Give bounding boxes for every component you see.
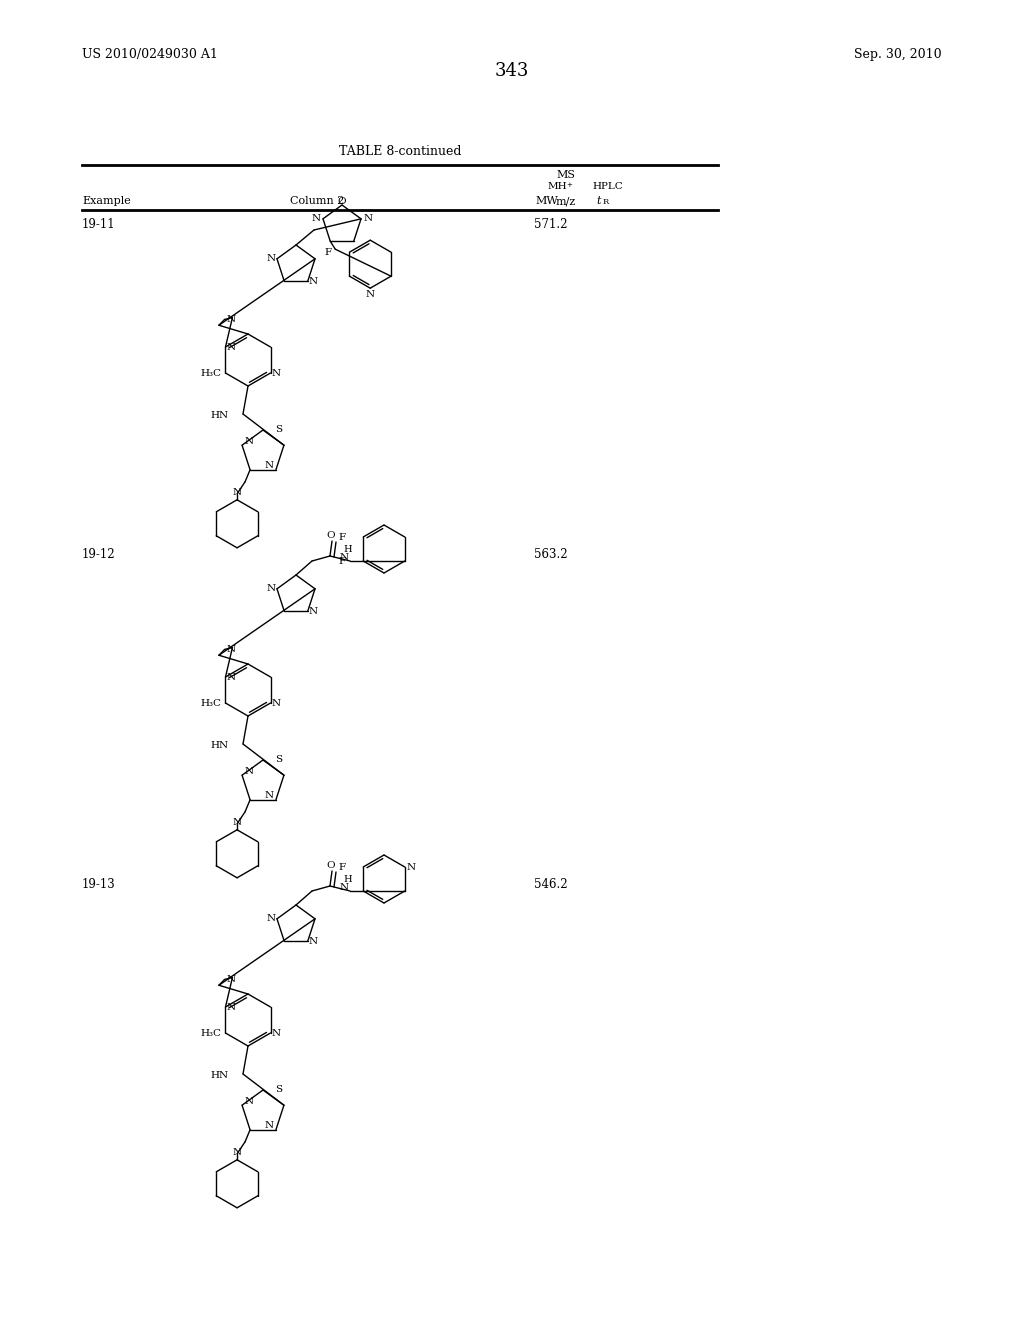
Text: S: S xyxy=(275,1085,283,1094)
Text: HPLC: HPLC xyxy=(592,182,623,191)
Text: N: N xyxy=(312,214,321,223)
Text: N: N xyxy=(226,315,236,323)
Text: N: N xyxy=(226,1002,236,1011)
Text: O: O xyxy=(327,861,335,870)
Text: HN: HN xyxy=(211,412,229,421)
Text: N: N xyxy=(244,1097,253,1106)
Text: N: N xyxy=(267,585,276,593)
Text: F: F xyxy=(338,862,345,871)
Text: 571.2: 571.2 xyxy=(534,218,567,231)
Text: N: N xyxy=(226,342,236,351)
Text: N: N xyxy=(226,645,236,653)
Text: TABLE 8-continued: TABLE 8-continued xyxy=(339,145,461,158)
Text: N: N xyxy=(407,862,416,871)
Text: N: N xyxy=(339,883,348,891)
Text: MS: MS xyxy=(556,170,575,180)
Text: N: N xyxy=(244,767,253,776)
Text: N: N xyxy=(309,607,317,615)
Text: O: O xyxy=(327,531,335,540)
Text: R: R xyxy=(603,198,609,206)
Text: HN: HN xyxy=(211,742,229,751)
Text: Example: Example xyxy=(82,195,131,206)
Text: H₃C: H₃C xyxy=(201,698,221,708)
Text: H: H xyxy=(344,544,352,553)
Text: N: N xyxy=(232,488,242,496)
Text: Sep. 30, 2010: Sep. 30, 2010 xyxy=(854,48,942,61)
Text: 19-11: 19-11 xyxy=(82,218,116,231)
Text: N: N xyxy=(364,214,372,223)
Text: Column 2: Column 2 xyxy=(290,195,344,206)
Text: MH: MH xyxy=(548,182,567,191)
Text: t: t xyxy=(596,195,600,206)
Text: N: N xyxy=(366,290,375,300)
Text: +: + xyxy=(566,182,571,187)
Text: MW: MW xyxy=(535,195,558,206)
Text: N: N xyxy=(309,277,317,285)
Text: H₃C: H₃C xyxy=(201,368,221,378)
Text: N: N xyxy=(265,461,274,470)
Text: N: N xyxy=(267,255,276,263)
Text: N: N xyxy=(271,368,281,378)
Text: 19-13: 19-13 xyxy=(82,878,116,891)
Text: 563.2: 563.2 xyxy=(534,548,567,561)
Text: 343: 343 xyxy=(495,62,529,81)
Text: N: N xyxy=(244,437,253,446)
Text: N: N xyxy=(309,937,317,945)
Text: 19-12: 19-12 xyxy=(82,548,116,561)
Text: S: S xyxy=(275,755,283,764)
Text: N: N xyxy=(339,553,348,561)
Text: N: N xyxy=(267,915,276,923)
Text: N: N xyxy=(226,975,236,983)
Text: O: O xyxy=(338,197,346,206)
Text: F: F xyxy=(338,557,345,565)
Text: N: N xyxy=(265,1121,274,1130)
Text: HN: HN xyxy=(211,1072,229,1081)
Text: F: F xyxy=(325,248,332,256)
Text: N: N xyxy=(271,1028,281,1038)
Text: 546.2: 546.2 xyxy=(534,878,567,891)
Text: N: N xyxy=(232,818,242,826)
Text: N: N xyxy=(265,791,274,800)
Text: H: H xyxy=(344,874,352,883)
Text: N: N xyxy=(232,1148,242,1156)
Text: N: N xyxy=(226,672,236,681)
Text: N: N xyxy=(271,698,281,708)
Text: F: F xyxy=(338,532,345,541)
Text: H₃C: H₃C xyxy=(201,1028,221,1038)
Text: m/z: m/z xyxy=(556,195,577,206)
Text: S: S xyxy=(275,425,283,434)
Text: US 2010/0249030 A1: US 2010/0249030 A1 xyxy=(82,48,218,61)
